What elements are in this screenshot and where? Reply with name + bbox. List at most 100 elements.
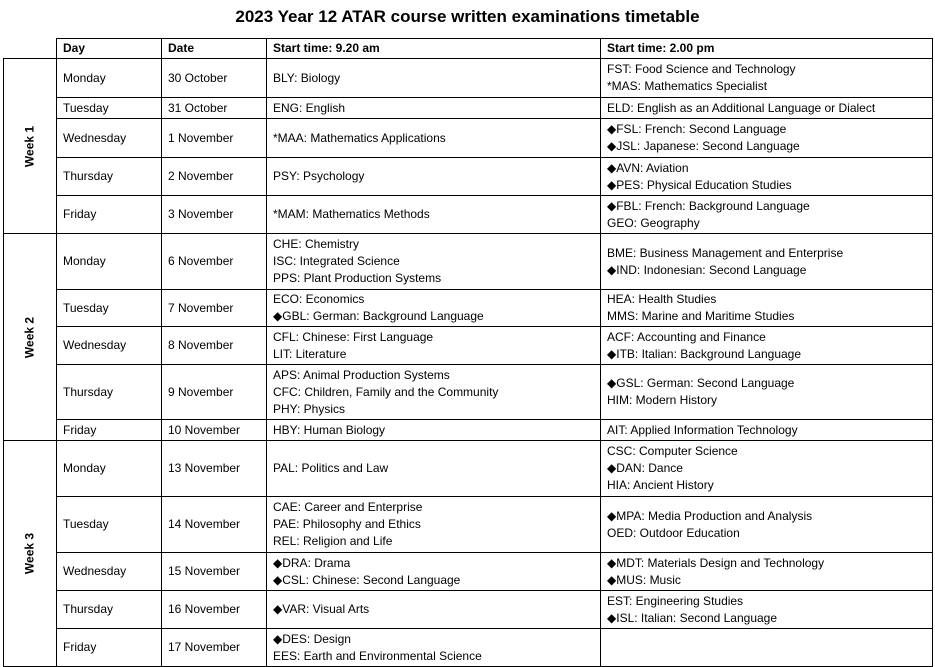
header-am: Start time: 9.20 am [266,38,601,59]
table-row: Tuesday 7 November ECO: Economics ◆GBL: G… [4,289,933,327]
date-cell: 30 October [161,58,267,98]
timetable-table: Day Date Start time: 9.20 am Start time:… [3,38,933,667]
date-cell: 7 November [161,289,267,327]
exam-entry: ◆IND: Indonesian: Second Language [607,262,807,277]
day-cell: Wednesday [56,326,162,365]
exam-entry: LIT: Literature [273,346,347,361]
exam-entry: ◆AVN: Aviation [607,160,689,175]
exam-entry: FST: Food Science and Technology [607,62,796,76]
pm-exam-cell: EST: Engineering Studies ◆ISL: Italian: S… [600,590,933,629]
pm-exam-cell: CSC: Computer Science ◆DAN: Dance HIA: Anc… [600,440,933,497]
exam-entry: EST: Engineering Studies [607,593,744,608]
exam-entry: ◆JSL: Japanese: Second Language [607,139,800,153]
day-cell: Friday [56,628,162,667]
exam-entry: HIA: Ancient History [607,478,714,492]
exam-entry: ◆MPA: Media Production and Analysis [607,508,813,523]
exam-entry: HBY: Human Biology [273,422,386,437]
header-day: Day [56,38,162,59]
exam-entry: ◆ISL: Italian: Second Language [607,610,778,625]
pm-exam-cell: BME: Business Management and Enterprise ◆… [600,233,933,290]
exam-entry: CAE: Career and Enterprise [273,500,423,514]
exam-entry: BME: Business Management and Enterprise [607,245,844,260]
pm-exam-cell: ACF: Accounting and Finance ◆ITB: Italian… [600,326,933,365]
exam-entry: ◆DAN: Dance [607,461,683,475]
day-cell: Monday [56,233,162,290]
table-row: Wednesday 15 November ◆DRA: Drama ◆CSL: C… [4,552,933,591]
pm-exam-cell: AIT: Applied Information Technology [600,419,933,441]
am-exam-cell: ENG: English [266,97,601,119]
exam-entry: *MAS: Mathematics Specialist [607,79,768,93]
header-date: Date [161,38,267,59]
table-row: Week 2 Monday 6 November CHE: Chemistry I… [3,233,933,441]
pm-exam-cell [600,628,933,667]
day-cell: Friday [56,195,162,234]
day-cell: Monday [56,440,162,497]
exam-entry: ◆MUS: Music [607,572,681,587]
day-cell: Friday [56,419,162,441]
pm-exam-cell: ◆GSL: German: Second Language HIM: Modern… [600,364,933,420]
header-blank [3,38,57,59]
exam-entry: ◆FBL: French: Background Language [607,198,810,213]
exam-entry: PAL: Politics and Law [273,461,389,475]
exam-entry: PHY: Physics [273,401,346,416]
exam-entry: *MAA: Mathematics Applications [273,130,446,145]
exam-entry: CHE: Chemistry [273,237,360,251]
page-title: 2023 Year 12 ATAR course written examina… [235,7,700,26]
exam-entry: ECO: Economics [273,292,365,306]
week-label-cell: Week 3 [3,440,57,667]
week-label: Week 1 [22,125,37,167]
date-cell: 10 November [161,419,267,441]
table-row: Friday 3 November *MAM: Mathematics Meth… [4,195,933,234]
table-row: Tuesday 14 November CAE: Career and Ente… [4,496,933,553]
am-exam-cell: HBY: Human Biology [266,419,601,441]
am-exam-cell: BLY: Biology [266,58,601,98]
date-cell: 6 November [161,233,267,290]
exam-entry: PSY: Psychology [273,169,365,183]
day-cell: Tuesday [56,496,162,553]
pm-exam-cell: FST: Food Science and Technology *MAS: Ma… [600,58,933,98]
table-row: Tuesday 31 October ENG: English ELD: Eng… [4,97,933,119]
table-row: Week 1 Monday 30 October BLY: Biology FS… [3,58,933,234]
table-row: Thursday 16 November ◆VAR: Visual Arts E… [4,590,933,629]
pm-exam-cell: HEA: Health Studies MMS: Marine and Marit… [600,289,933,327]
exam-entry: APS: Animal Production Systems [273,367,450,382]
date-cell: 1 November [161,118,267,158]
am-exam-cell: *MAA: Mathematics Applications [266,118,601,158]
exam-entry: MMS: Marine and Maritime Studies [607,309,795,323]
am-exam-cell: ◆VAR: Visual Arts [266,590,601,629]
exam-entry: REL: Religion and Life [273,534,393,548]
am-exam-cell: PAL: Politics and Law [266,440,601,497]
exam-entry: ◆DRA: Drama [273,555,351,570]
exam-entry: BLY: Biology [273,70,341,85]
table-row: Wednesday 8 November CFL: Chinese: First… [4,326,933,365]
am-exam-cell: CHE: Chemistry ISC: Integrated Science PPS… [266,233,601,290]
table-row: Week 3 Monday 13 November PAL: Politics … [3,440,933,667]
am-exam-cell: ◆DRA: Drama ◆CSL: Chinese: Second Languag… [266,552,601,591]
exam-entry: ◆FSL: French: Second Language [607,122,787,136]
pm-exam-cell: ◆MPA: Media Production and Analysis OED: … [600,496,933,553]
date-cell: 2 November [161,157,267,196]
table-row: Wednesday 1 November *MAA: Mathematics A… [4,118,933,158]
day-cell: Monday [56,58,162,98]
pm-exam-cell: ◆FSL: French: Second Language ◆JSL: Japan… [600,118,933,158]
week-label-cell: Week 1 [3,58,57,234]
week-label: Week 2 [22,316,37,358]
exam-entry: ◆GBL: German: Background Language [273,309,484,323]
am-exam-cell: CAE: Career and Enterprise PAE: Philosoph… [266,496,601,553]
exam-entry: ISC: Integrated Science [273,254,400,268]
header-pm: Start time: 2.00 pm [600,38,933,59]
date-cell: 13 November [161,440,267,497]
exam-entry: ◆PES: Physical Education Studies [607,177,792,192]
exam-entry: HEA: Health Studies [607,292,717,306]
exam-entry: *MAM: Mathematics Methods [273,207,430,221]
exam-entry: ◆GSL: German: Second Language [607,376,795,390]
date-cell: 9 November [161,364,267,420]
week-label: Week 3 [22,532,37,575]
exam-entry: CFL: Chinese: First Language [273,329,434,344]
am-exam-cell: CFL: Chinese: First Language LIT: Literat… [266,326,601,365]
day-cell: Thursday [56,157,162,196]
exam-entry: ◆VAR: Visual Arts [273,602,370,616]
exam-entry: ◆ITB: Italian: Background Language [607,346,802,361]
date-cell: 8 November [161,326,267,365]
table-row: Thursday 2 November PSY: Psychology ◆AVN… [4,157,933,196]
